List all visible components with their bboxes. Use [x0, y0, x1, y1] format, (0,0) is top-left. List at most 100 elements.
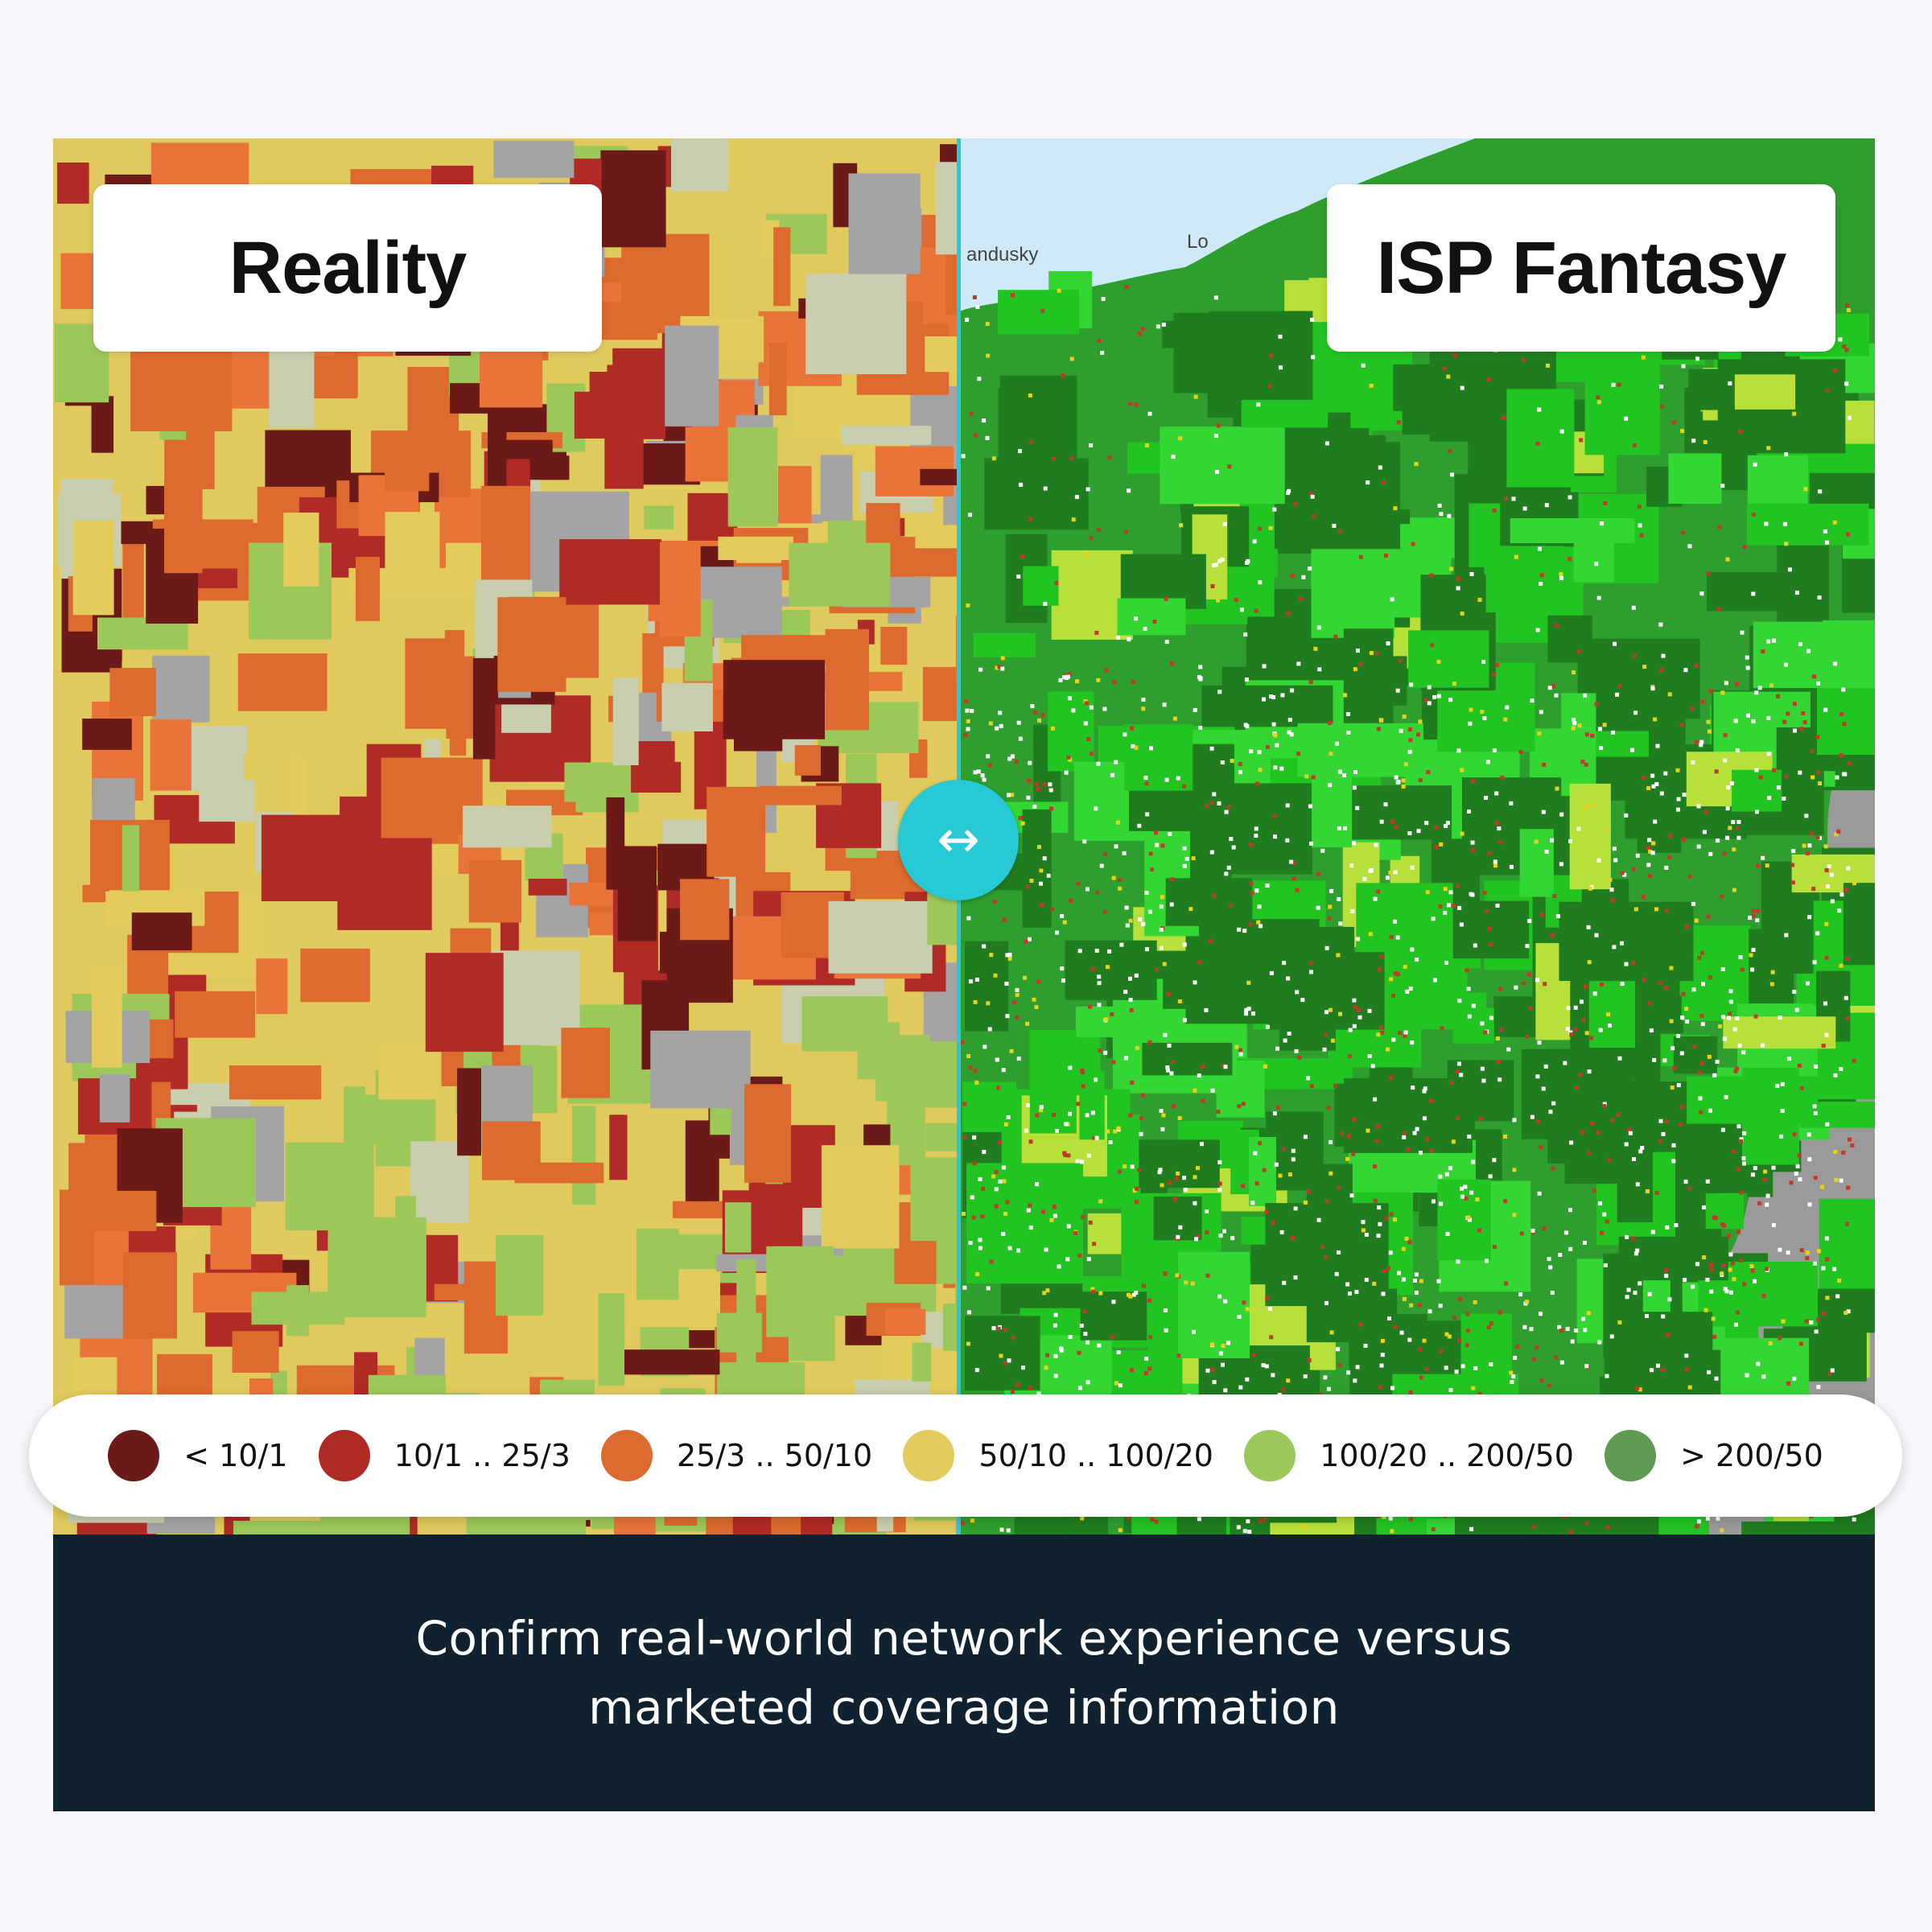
- coverage-speck: [1761, 1374, 1766, 1379]
- coverage-speck: [1383, 554, 1388, 558]
- coverage-speck: [1797, 1153, 1802, 1158]
- coverage-speck: [1393, 1217, 1397, 1222]
- coverage-speck: [1664, 1274, 1669, 1279]
- coverage-speck: [1724, 1289, 1729, 1294]
- coverage-patch: [1668, 453, 1722, 504]
- coverage-speck: [1357, 1008, 1361, 1012]
- coverage-speck: [1778, 1247, 1782, 1252]
- coverage-speck: [1238, 1052, 1243, 1057]
- coverage-speck: [1509, 1370, 1514, 1375]
- coverage-speck: [1699, 743, 1703, 748]
- coverage-speck: [973, 1069, 978, 1073]
- coverage-speck: [1471, 1386, 1476, 1390]
- coverage-speck: [1513, 1355, 1518, 1360]
- coverage-speck: [1771, 1165, 1776, 1170]
- coverage-speck: [1521, 357, 1526, 362]
- coverage-speck: [1039, 1105, 1044, 1110]
- coverage-speck: [1728, 1252, 1733, 1257]
- coverage-speck: [1024, 939, 1028, 944]
- coverage-speck: [1683, 668, 1688, 673]
- coverage-speck: [1236, 1525, 1241, 1530]
- coverage-speck: [1348, 1291, 1352, 1296]
- coverage-speck: [1724, 681, 1728, 686]
- coverage-speck: [1834, 832, 1839, 837]
- coverage-speck: [975, 1272, 980, 1276]
- coverage-speck: [1514, 985, 1518, 990]
- coverage-speck: [1817, 595, 1822, 600]
- coverage-speck: [1053, 1374, 1058, 1378]
- compare-slider-handle[interactable]: ↔: [898, 780, 1019, 900]
- coverage-speck: [1823, 844, 1828, 849]
- coverage-speck: [1090, 1110, 1095, 1115]
- coverage-speck: [1659, 384, 1664, 389]
- coverage-speck: [1848, 1137, 1852, 1142]
- coverage-speck: [1209, 746, 1214, 751]
- coverage-speck: [1059, 1346, 1064, 1351]
- coverage-speck: [1654, 1191, 1659, 1196]
- coverage-speck: [1832, 1267, 1837, 1271]
- coverage-speck: [1279, 1230, 1284, 1234]
- coverage-speck: [1340, 1131, 1345, 1136]
- coverage-speck: [974, 1368, 979, 1373]
- coverage-speck: [1661, 1314, 1666, 1319]
- coverage-speck: [1078, 1386, 1082, 1390]
- coverage-speck: [1048, 788, 1053, 793]
- map-region: [794, 745, 821, 776]
- coverage-speck: [1433, 978, 1437, 982]
- coverage-speck: [1833, 369, 1838, 373]
- coverage-speck: [1448, 890, 1453, 895]
- coverage-speck: [1254, 781, 1259, 786]
- coverage-speck: [1382, 1514, 1386, 1519]
- coverage-speck: [1084, 701, 1089, 706]
- coverage-speck: [1226, 865, 1231, 870]
- coverage-speck: [992, 900, 997, 904]
- coverage-patch: [1564, 1100, 1623, 1184]
- coverage-speck: [1846, 532, 1851, 537]
- coverage-patch: [1079, 1071, 1105, 1140]
- map-region: [938, 685, 960, 712]
- coverage-speck: [1739, 1139, 1743, 1143]
- coverage-speck: [1408, 738, 1413, 743]
- coverage-speck: [1174, 1176, 1179, 1181]
- coverage-speck: [1352, 998, 1357, 1003]
- coverage-speck: [1739, 1190, 1744, 1195]
- coverage-speck: [1336, 953, 1341, 958]
- coverage-speck: [1757, 686, 1762, 690]
- coverage-speck: [1404, 1237, 1409, 1241]
- coverage-speck: [1846, 1185, 1851, 1190]
- coverage-speck: [1075, 679, 1079, 684]
- coverage-speck: [1626, 1129, 1631, 1134]
- coverage-speck: [1200, 1142, 1204, 1147]
- coverage-patch: [1162, 320, 1214, 348]
- coverage-speck: [1407, 1337, 1412, 1342]
- coverage-speck: [1117, 1169, 1122, 1174]
- coverage-speck: [1537, 1040, 1542, 1045]
- coverage-speck: [1252, 539, 1257, 544]
- coverage-speck: [1256, 920, 1261, 925]
- coverage-speck: [1307, 1358, 1312, 1362]
- coverage-speck: [1633, 1251, 1638, 1256]
- coverage-speck: [1695, 1262, 1700, 1267]
- coverage-speck: [1596, 595, 1601, 600]
- coverage-speck: [1684, 924, 1689, 929]
- coverage-speck: [1815, 835, 1820, 840]
- coverage-speck: [1482, 716, 1487, 721]
- coverage-patch: [1707, 571, 1801, 612]
- map-region: [355, 556, 380, 621]
- coverage-speck: [1106, 965, 1110, 970]
- coverage-speck: [1091, 1289, 1095, 1294]
- coverage-speck: [1456, 1259, 1460, 1264]
- coverage-speck: [1141, 921, 1146, 926]
- coverage-speck: [1487, 926, 1492, 931]
- coverage-speck: [1583, 1328, 1588, 1333]
- coverage-speck: [1729, 781, 1734, 785]
- coverage-speck: [1754, 690, 1759, 695]
- coverage-speck: [1217, 801, 1221, 805]
- coverage-speck: [1222, 521, 1227, 526]
- coverage-speck: [1514, 554, 1518, 559]
- legend-swatch-50-10-to-100-20: [903, 1430, 955, 1481]
- coverage-speck: [1155, 967, 1160, 972]
- coverage-speck: [1379, 1363, 1384, 1368]
- coverage-speck: [1535, 442, 1540, 446]
- coverage-speck: [1316, 625, 1321, 630]
